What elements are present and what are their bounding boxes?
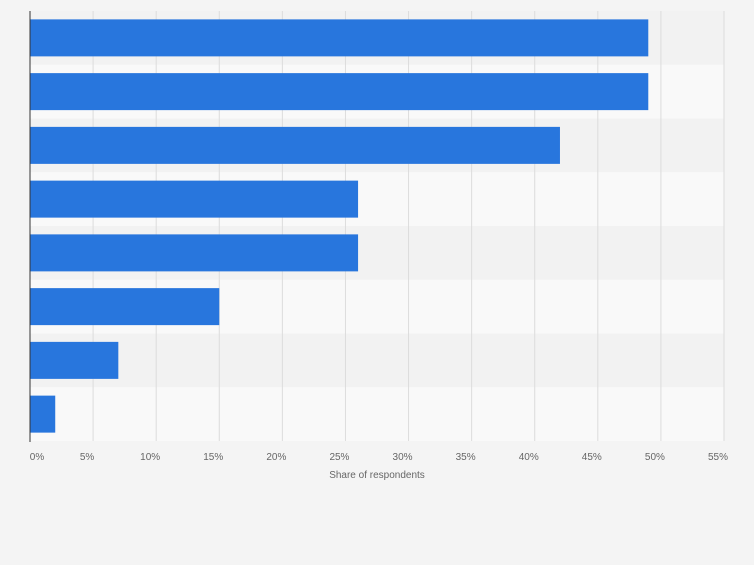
x-tick-label: 0% <box>30 452 45 463</box>
bar <box>30 341 119 379</box>
bar <box>30 234 359 272</box>
x-tick-label: 15% <box>203 452 223 463</box>
x-tick-label: 40% <box>519 452 539 463</box>
x-tick-label: 5% <box>80 452 95 463</box>
bar <box>30 395 56 433</box>
row-band <box>30 387 724 441</box>
bar <box>30 180 359 218</box>
x-tick-label: 25% <box>329 452 349 463</box>
x-tick-label: 35% <box>456 452 476 463</box>
x-tick-label: 20% <box>266 452 286 463</box>
x-tick-label: 45% <box>582 452 602 463</box>
row-band <box>30 333 724 388</box>
bar <box>30 19 649 57</box>
x-tick-label: 30% <box>393 452 413 463</box>
x-tick-label: 55% <box>708 452 728 463</box>
x-axis-label: Share of respondents <box>329 470 425 481</box>
x-tick-label: 10% <box>140 452 160 463</box>
bar <box>30 288 220 326</box>
x-tick-label: 50% <box>645 452 665 463</box>
x-tick-labels: 0% 5% 10% 15% 20% 25% 30% 35% 40% 45% 50% 55% <box>30 452 728 463</box>
bar <box>30 126 560 164</box>
bar <box>30 73 649 111</box>
bars <box>30 19 649 433</box>
